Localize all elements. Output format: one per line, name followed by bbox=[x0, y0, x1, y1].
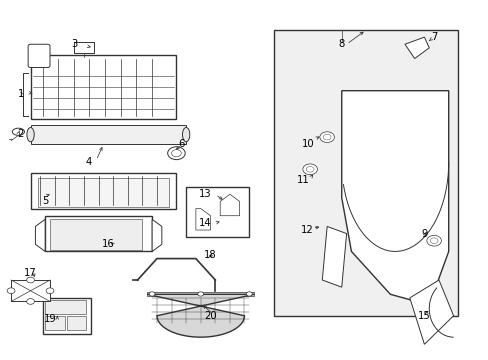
FancyBboxPatch shape bbox=[273, 30, 458, 316]
Text: 7: 7 bbox=[430, 32, 436, 42]
Text: 6: 6 bbox=[178, 139, 184, 149]
Bar bbox=[42, 298, 91, 334]
Polygon shape bbox=[196, 208, 210, 230]
Circle shape bbox=[149, 292, 155, 296]
Bar bbox=[147, 292, 254, 296]
Bar bbox=[45, 216, 152, 251]
Bar bbox=[50, 219, 142, 249]
Circle shape bbox=[27, 277, 34, 283]
Circle shape bbox=[305, 166, 313, 172]
Circle shape bbox=[167, 147, 185, 159]
Text: 16: 16 bbox=[102, 239, 115, 249]
Text: 17: 17 bbox=[24, 268, 37, 278]
Circle shape bbox=[426, 235, 441, 246]
Ellipse shape bbox=[12, 128, 24, 135]
Polygon shape bbox=[322, 226, 346, 287]
Text: 18: 18 bbox=[203, 250, 216, 260]
Circle shape bbox=[198, 292, 203, 296]
Ellipse shape bbox=[182, 127, 189, 142]
Bar bbox=[186, 187, 249, 237]
Text: 8: 8 bbox=[338, 39, 344, 49]
Circle shape bbox=[323, 134, 330, 140]
Text: 4: 4 bbox=[85, 157, 92, 167]
Circle shape bbox=[171, 150, 181, 157]
Bar bbox=[30, 173, 176, 208]
Circle shape bbox=[246, 292, 252, 296]
Text: 14: 14 bbox=[199, 218, 211, 228]
Polygon shape bbox=[409, 280, 453, 344]
Text: 12: 12 bbox=[301, 225, 313, 235]
Text: 15: 15 bbox=[417, 311, 430, 321]
Circle shape bbox=[429, 238, 437, 244]
Circle shape bbox=[46, 288, 54, 294]
Circle shape bbox=[27, 298, 34, 304]
Text: 13: 13 bbox=[199, 189, 211, 199]
Bar bbox=[67, 316, 86, 330]
Bar bbox=[30, 55, 176, 119]
Polygon shape bbox=[220, 194, 239, 216]
Text: 11: 11 bbox=[296, 175, 308, 185]
Ellipse shape bbox=[27, 127, 34, 142]
Bar bbox=[30, 125, 186, 144]
Text: 2: 2 bbox=[18, 129, 24, 139]
Bar bbox=[74, 42, 94, 53]
Bar bbox=[45, 316, 64, 330]
Polygon shape bbox=[147, 294, 254, 337]
Text: 19: 19 bbox=[43, 314, 56, 324]
Polygon shape bbox=[152, 219, 162, 251]
Bar bbox=[45, 300, 86, 314]
Circle shape bbox=[319, 132, 334, 143]
Text: 3: 3 bbox=[71, 39, 77, 49]
Circle shape bbox=[302, 164, 317, 175]
Polygon shape bbox=[404, 37, 428, 59]
Bar bbox=[38, 178, 169, 207]
Text: 10: 10 bbox=[301, 139, 313, 149]
Text: 20: 20 bbox=[203, 311, 216, 321]
Text: 9: 9 bbox=[420, 229, 427, 239]
Circle shape bbox=[7, 288, 15, 294]
Polygon shape bbox=[341, 91, 448, 305]
Polygon shape bbox=[35, 219, 45, 251]
Text: 1: 1 bbox=[18, 89, 24, 99]
FancyBboxPatch shape bbox=[28, 44, 50, 67]
Polygon shape bbox=[11, 280, 50, 301]
Text: 5: 5 bbox=[42, 197, 48, 206]
